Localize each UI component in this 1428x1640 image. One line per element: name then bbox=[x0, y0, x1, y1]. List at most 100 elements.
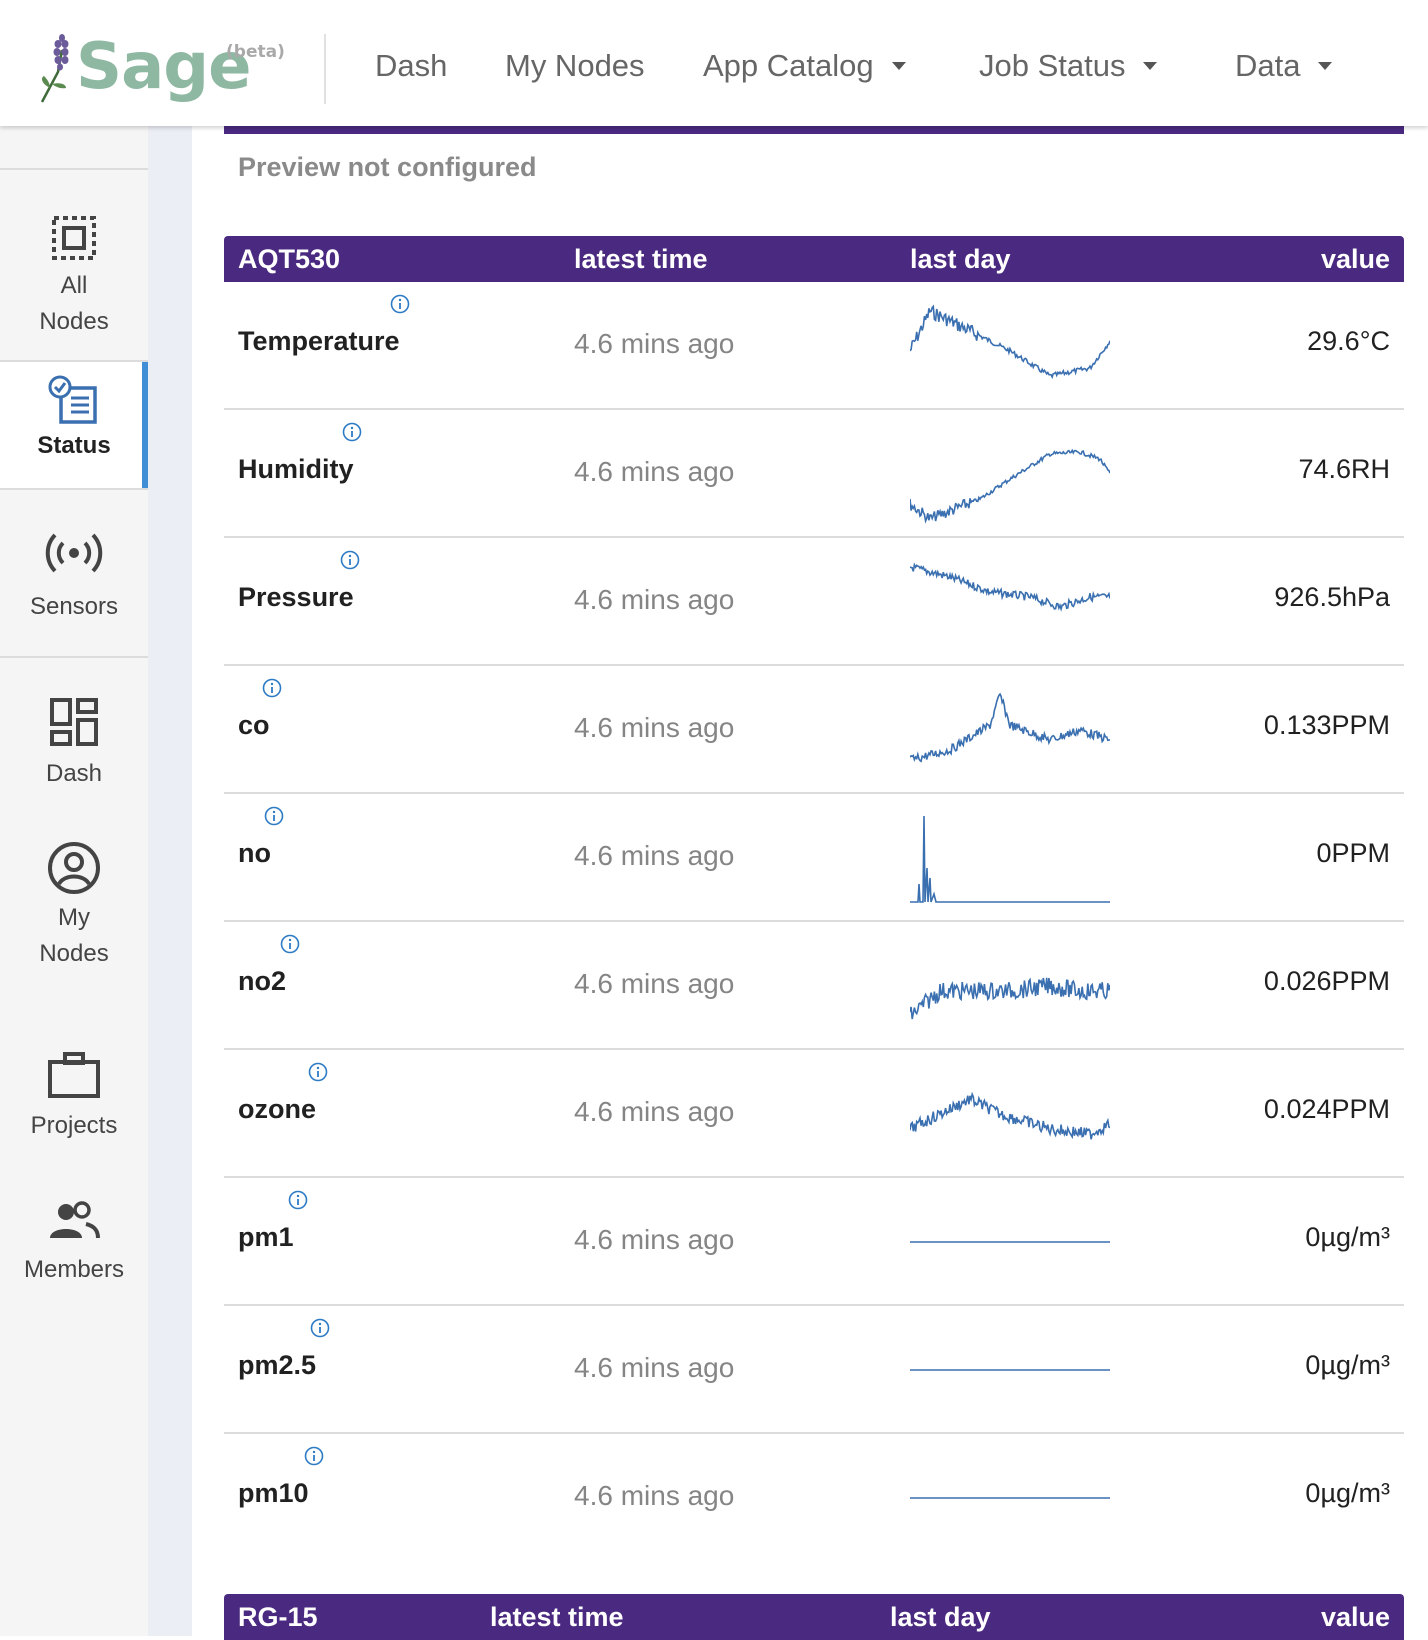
info-icon[interactable] bbox=[308, 1062, 328, 1082]
sparkline bbox=[910, 1241, 1110, 1243]
logo-text: Sage bbox=[76, 30, 251, 104]
nav-dash[interactable]: Dash bbox=[375, 48, 447, 84]
sensor-name: Pressure bbox=[238, 582, 354, 612]
info-icon[interactable] bbox=[304, 1446, 324, 1466]
sidebar-item-label: Projects bbox=[30, 1112, 118, 1139]
column-header-last-day: last day bbox=[890, 1602, 991, 1632]
table-row[interactable]: Temperature 4.6 mins ago 29.6°C bbox=[224, 282, 1404, 410]
sensor-value: 0.133PPM bbox=[1263, 710, 1390, 740]
sensor-name: co bbox=[238, 710, 270, 740]
sparkline-series bbox=[910, 562, 1110, 612]
sensor-value: 0.024PPM bbox=[1263, 1094, 1390, 1124]
nav-my-nodes-label: My Nodes bbox=[505, 48, 645, 83]
sage-logo[interactable]: Sage (beta) bbox=[36, 26, 296, 106]
nav-app-catalog-label: App Catalog bbox=[703, 48, 874, 83]
sidebar-item-label: Sensors bbox=[29, 593, 119, 620]
table-row[interactable]: no 4.6 mins ago 0PPM bbox=[224, 794, 1404, 922]
nav-job-status[interactable]: Job Status bbox=[979, 48, 1158, 84]
latest-time: 4.6 mins ago bbox=[574, 840, 735, 871]
info-icon[interactable] bbox=[310, 1318, 330, 1338]
latest-time: 4.6 mins ago bbox=[574, 1352, 735, 1383]
table-header: RG-15 latest time last day value bbox=[224, 1594, 1404, 1640]
nav-dash-label: Dash bbox=[375, 48, 448, 83]
sparkline bbox=[910, 1497, 1110, 1499]
sidebar-item-label: My Nodes bbox=[39, 904, 109, 967]
info-icon[interactable] bbox=[262, 678, 282, 698]
sparkline-series bbox=[910, 448, 1110, 524]
column-header-latest-time: latest time bbox=[490, 1602, 624, 1632]
members-icon bbox=[50, 1201, 100, 1239]
sidebar-item-sensors[interactable]: Sensors bbox=[0, 531, 148, 625]
sensor-table-aqt530: AQT530 latest time last day value Temper… bbox=[224, 236, 1404, 1562]
info-icon[interactable] bbox=[342, 422, 362, 442]
table-row[interactable]: Pressure 4.6 mins ago 926.5hPa bbox=[224, 538, 1404, 666]
latest-time: 4.6 mins ago bbox=[574, 968, 735, 999]
column-header-sensor: RG-15 bbox=[238, 1602, 318, 1632]
table-row[interactable]: ozone 4.6 mins ago 0.024PPM bbox=[224, 1050, 1404, 1178]
sensor-name: pm1 bbox=[238, 1222, 294, 1252]
table-row[interactable]: pm1 4.6 mins ago 0µg/m³ bbox=[224, 1178, 1404, 1306]
table-row[interactable]: co 4.6 mins ago 0.133PPM bbox=[224, 666, 1404, 794]
sensor-value: 0PPM bbox=[1316, 838, 1390, 868]
sensor-name: pm10 bbox=[238, 1478, 309, 1508]
sparkline bbox=[910, 815, 1110, 903]
sparkline bbox=[910, 692, 1110, 763]
sparkline-series bbox=[910, 692, 1110, 763]
table-row[interactable]: Humidity 4.6 mins ago 74.6RH bbox=[224, 410, 1404, 538]
all-nodes-icon bbox=[52, 216, 96, 260]
nav-my-nodes[interactable]: My Nodes bbox=[505, 48, 645, 84]
latest-time: 4.6 mins ago bbox=[574, 1096, 735, 1127]
table-row[interactable]: no2 4.6 mins ago 0.026PPM bbox=[224, 922, 1404, 1050]
chevron-down-icon bbox=[1143, 62, 1158, 70]
sparkline-series bbox=[910, 815, 1110, 903]
table-row[interactable]: pm10 4.6 mins ago 0µg/m³ bbox=[224, 1434, 1404, 1562]
sensor-value: 0.026PPM bbox=[1263, 966, 1390, 996]
sidebar-gutter bbox=[148, 126, 192, 1636]
nav-data[interactable]: Data bbox=[1235, 48, 1333, 84]
table-body: Temperature 4.6 mins ago 29.6°C Humidity 4.6… bbox=[224, 282, 1404, 1562]
sidebar-item-members[interactable]: Members bbox=[0, 1200, 148, 1288]
sparkline bbox=[910, 1369, 1110, 1371]
sparkline bbox=[910, 448, 1110, 524]
sidebar-item-all-nodes[interactable]: All Nodes bbox=[0, 212, 148, 340]
sparkline bbox=[910, 562, 1110, 612]
column-header-latest-time: latest time bbox=[574, 244, 708, 274]
sidebar-divider bbox=[0, 360, 148, 362]
sidebar-item-label: Members bbox=[23, 1256, 125, 1283]
header-divider bbox=[324, 34, 326, 104]
info-icon[interactable] bbox=[390, 294, 410, 314]
chevron-down-icon bbox=[1318, 62, 1333, 70]
sensor-name: pm2.5 bbox=[238, 1350, 317, 1380]
table-header: AQT530 latest time last day value bbox=[224, 236, 1404, 282]
sidebar-divider bbox=[0, 168, 148, 170]
sidebar-item-dash[interactable]: Dash bbox=[0, 696, 148, 792]
sparkline bbox=[910, 1091, 1110, 1140]
info-icon[interactable] bbox=[340, 550, 360, 570]
sensor-value: 74.6RH bbox=[1298, 454, 1390, 484]
sensor-name: no2 bbox=[238, 966, 287, 996]
top-bar: Sage (beta) Dash My Nodes App Catalog Jo… bbox=[0, 0, 1428, 126]
sparkline-series bbox=[910, 977, 1110, 1020]
sensor-name: Humidity bbox=[238, 454, 354, 484]
info-icon[interactable] bbox=[288, 1190, 308, 1210]
sparkline bbox=[910, 977, 1110, 1020]
sidebar-item-projects[interactable]: Projects bbox=[0, 1050, 148, 1144]
sidebar-item-my-nodes[interactable]: My Nodes bbox=[0, 840, 148, 972]
table-row[interactable]: pm2.5 4.6 mins ago 0µg/m³ bbox=[224, 1306, 1404, 1434]
projects-icon bbox=[48, 1052, 100, 1098]
latest-time: 4.6 mins ago bbox=[574, 328, 735, 359]
nav-job-status-label: Job Status bbox=[979, 48, 1126, 83]
info-icon[interactable] bbox=[264, 806, 284, 826]
lavender-icon bbox=[40, 34, 69, 103]
sensor-table-rg15: RG-15 latest time last day value bbox=[224, 1594, 1404, 1640]
info-icon[interactable] bbox=[280, 934, 300, 954]
latest-time: 4.6 mins ago bbox=[574, 584, 735, 615]
sidebar-item-status[interactable]: Status bbox=[0, 362, 148, 488]
sidebar-divider bbox=[0, 488, 148, 490]
latest-time: 4.6 mins ago bbox=[574, 712, 735, 743]
panel-accent-bar bbox=[224, 126, 1404, 134]
main-content: Preview not configured AQT530 latest tim… bbox=[192, 126, 1428, 1640]
sparkline-series bbox=[910, 1091, 1110, 1140]
sensor-value: 0µg/m³ bbox=[1305, 1222, 1390, 1252]
nav-app-catalog[interactable]: App Catalog bbox=[703, 48, 906, 84]
